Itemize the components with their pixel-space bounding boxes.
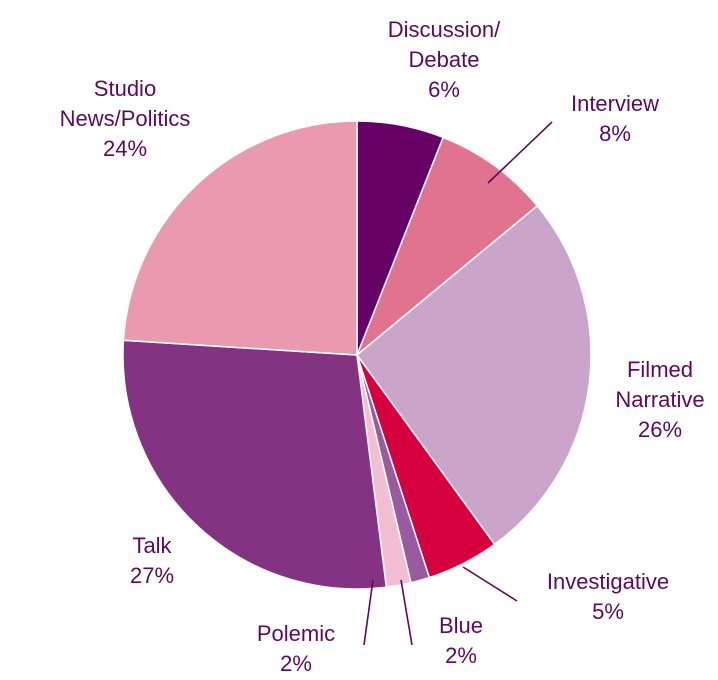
slice-name: Filmed xyxy=(627,357,693,382)
slice-name: Narrative xyxy=(615,387,704,412)
pie-slice xyxy=(122,339,388,590)
slice-label: Interview 8% xyxy=(571,91,659,146)
leader-lines xyxy=(363,121,553,646)
leader-line xyxy=(487,121,553,184)
slice-percent: 8% xyxy=(599,121,631,146)
slice-name: Interview xyxy=(571,91,659,116)
leader-line xyxy=(363,579,374,646)
slice-label: Discussion/Debate 6% xyxy=(388,17,501,102)
pie-slice xyxy=(122,120,358,356)
slice-name: Studio xyxy=(94,76,156,101)
leader-line xyxy=(400,579,413,646)
slice-percent: 24% xyxy=(103,136,147,161)
slice-name: Debate xyxy=(409,47,480,72)
slice-labels: Discussion/Debate 6% Interview 8% Filmed Narr… xyxy=(60,17,705,676)
slice-label: Filmed Narrative 26% xyxy=(615,357,704,442)
leader-line xyxy=(462,566,518,602)
pie-slice xyxy=(356,136,539,356)
slice-label: Polemic 2% xyxy=(257,621,335,676)
slice-percent: 2% xyxy=(280,651,312,676)
slice-percent: 2% xyxy=(445,643,477,668)
pie-slices xyxy=(122,120,592,590)
slice-percent: 27% xyxy=(130,563,174,588)
pie-slice xyxy=(355,204,592,546)
slice-name: Investigative xyxy=(547,569,669,594)
slice-label: Investigative 5% xyxy=(547,569,669,624)
slice-name: Blue xyxy=(439,613,483,638)
slice-label: Talk 27% xyxy=(130,533,174,588)
slice-name: Discussion/ xyxy=(388,17,501,42)
slice-name: Talk xyxy=(132,533,172,558)
slice-percent: 5% xyxy=(592,599,624,624)
slice-name: Polemic xyxy=(257,621,335,646)
slice-label: Studio News/Politics 24% xyxy=(60,76,191,161)
slice-percent: 6% xyxy=(428,77,460,102)
slice-name: News/Politics xyxy=(60,106,191,131)
slice-percent: 26% xyxy=(638,417,682,442)
slice-label: Blue 2% xyxy=(439,613,483,668)
